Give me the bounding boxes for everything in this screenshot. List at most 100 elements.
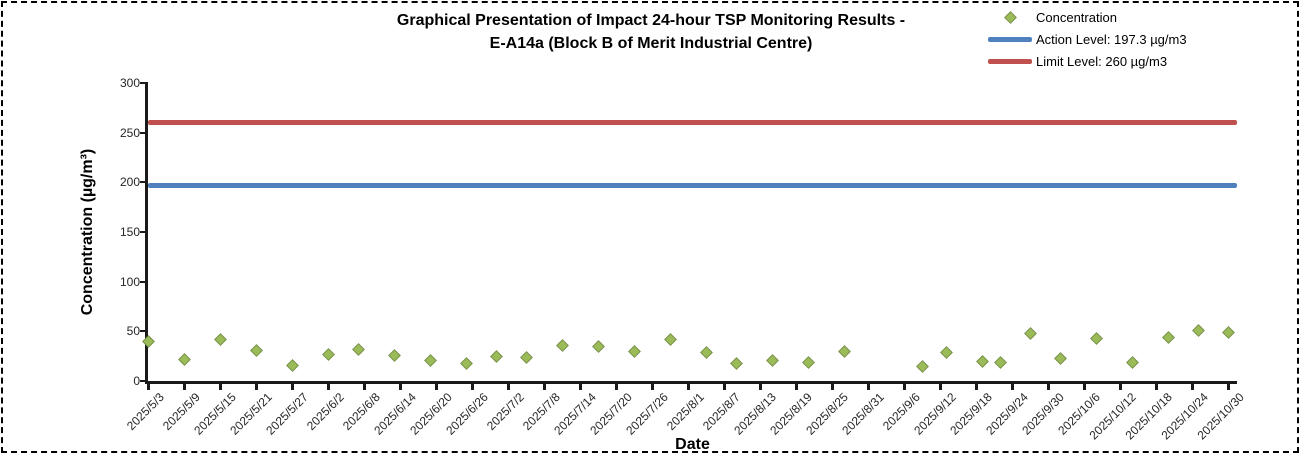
- chart-title-line2: E-A14a (Block B of Merit Industrial Cent…: [489, 35, 813, 52]
- data-point: [555, 338, 569, 352]
- diamond-marker-icon: [285, 358, 299, 372]
- y-tick-label: 300: [119, 76, 140, 90]
- data-point: [285, 358, 299, 372]
- x-axis-tick: [578, 384, 582, 390]
- diamond-marker-icon: [765, 353, 779, 367]
- x-axis-tick: [254, 384, 258, 390]
- x-axis-tick: [830, 384, 834, 390]
- data-point: [915, 359, 929, 373]
- x-axis-tick: [866, 384, 870, 390]
- x-axis-tick: [974, 384, 978, 390]
- x-axis-tick: [326, 384, 330, 390]
- y-axis-title: Concentration (µg/m³): [79, 148, 96, 316]
- diamond-marker-icon: [627, 344, 641, 358]
- x-axis-tick: [470, 384, 474, 390]
- y-axis-tick: [140, 280, 148, 283]
- x-axis-tick: [1010, 384, 1014, 390]
- x-axis-tick: [902, 384, 906, 390]
- x-axis-tick: [722, 384, 726, 390]
- diamond-marker-icon: [249, 343, 263, 357]
- y-tick-label: 200: [119, 175, 140, 190]
- data-point: [1053, 351, 1067, 365]
- x-axis-tick: [614, 384, 618, 390]
- action-level-line: [148, 182, 1237, 188]
- x-axis-tick: [218, 384, 222, 390]
- diamond-marker-icon: [801, 355, 815, 369]
- data-point: [489, 349, 503, 363]
- data-point: [1221, 325, 1235, 339]
- legend-label: Limit Level: 260 µg/m3: [1036, 53, 1168, 69]
- y-axis-tick: [140, 82, 148, 84]
- x-axis-tick: [938, 384, 942, 390]
- x-axis-tick: [290, 384, 294, 390]
- diamond-marker-icon: [519, 350, 533, 364]
- data-point: [729, 356, 743, 370]
- diamond-marker-icon: [489, 349, 503, 363]
- data-point: [993, 355, 1007, 369]
- y-axis-tick: [140, 330, 148, 333]
- y-axis-tick: [140, 231, 148, 233]
- data-point: [423, 353, 437, 367]
- diamond-marker-icon: [837, 344, 851, 358]
- diamond-marker-icon: [1161, 330, 1175, 344]
- x-axis-tick: [650, 384, 654, 390]
- chart-title-line1: Graphical Presentation of Impact 24-hour…: [396, 12, 906, 29]
- y-tick-label: 250: [119, 125, 140, 140]
- limit-level-line: [148, 120, 1237, 126]
- data-point: [1161, 330, 1175, 344]
- x-axis-tick: [686, 384, 690, 390]
- x-axis-tick: [794, 384, 798, 390]
- data-point: [177, 352, 191, 366]
- y-tick-label: 150: [119, 225, 140, 239]
- data-point: [141, 334, 155, 348]
- x-axis-tick: [1082, 384, 1086, 390]
- diamond-marker-icon: [321, 347, 335, 361]
- legend-item-limit-level: Limit Level: 260 µg/m3: [988, 50, 1187, 72]
- x-axis-tick: [182, 384, 186, 390]
- x-axis-tick: [434, 384, 438, 390]
- x-axis-tick: [1190, 384, 1194, 390]
- diamond-marker-icon: [459, 356, 473, 370]
- data-point: [459, 356, 473, 370]
- diamond-marker-icon: [988, 10, 1032, 24]
- y-tick-label: 100: [119, 274, 140, 289]
- x-axis-title: Date: [675, 436, 710, 453]
- y-axis-tick: [140, 181, 148, 184]
- diamond-marker-icon: [993, 355, 1007, 369]
- x-axis-tick: [1118, 384, 1122, 390]
- data-point: [519, 350, 533, 364]
- data-point: [591, 339, 605, 353]
- diamond-marker-icon: [213, 332, 227, 346]
- diamond-marker-icon: [591, 339, 605, 353]
- diamond-marker-icon: [663, 332, 677, 346]
- diamond-marker-icon: [1023, 326, 1037, 340]
- data-point: [249, 343, 263, 357]
- data-point: [1191, 323, 1205, 337]
- legend-label: Concentration: [1036, 9, 1117, 25]
- diamond-marker-icon: [555, 338, 569, 352]
- data-point: [699, 345, 713, 359]
- diamond-marker-icon: [1089, 331, 1103, 345]
- data-point: [351, 342, 365, 356]
- data-point: [387, 348, 401, 362]
- y-tick-label: 50: [126, 324, 140, 339]
- diamond-marker-icon: [1191, 323, 1205, 337]
- x-axis-tick: [1046, 384, 1050, 390]
- x-axis-tick: [1226, 384, 1230, 390]
- data-point: [213, 332, 227, 346]
- x-axis-tick: [146, 384, 150, 390]
- y-axis-line: [145, 83, 148, 384]
- data-point: [975, 354, 989, 368]
- diamond-marker-icon: [1125, 355, 1139, 369]
- x-axis-tick: [362, 384, 366, 390]
- data-point: [627, 344, 641, 358]
- data-point: [663, 332, 677, 346]
- data-point: [1089, 331, 1103, 345]
- y-axis-tick: [140, 131, 148, 134]
- legend-label: Action Level: 197.3 µg/m3: [1036, 31, 1187, 47]
- diamond-marker-icon: [177, 352, 191, 366]
- diamond-marker-icon: [975, 354, 989, 368]
- data-point: [1125, 355, 1139, 369]
- legend-item-action-level: Action Level: 197.3 µg/m3: [988, 28, 1187, 50]
